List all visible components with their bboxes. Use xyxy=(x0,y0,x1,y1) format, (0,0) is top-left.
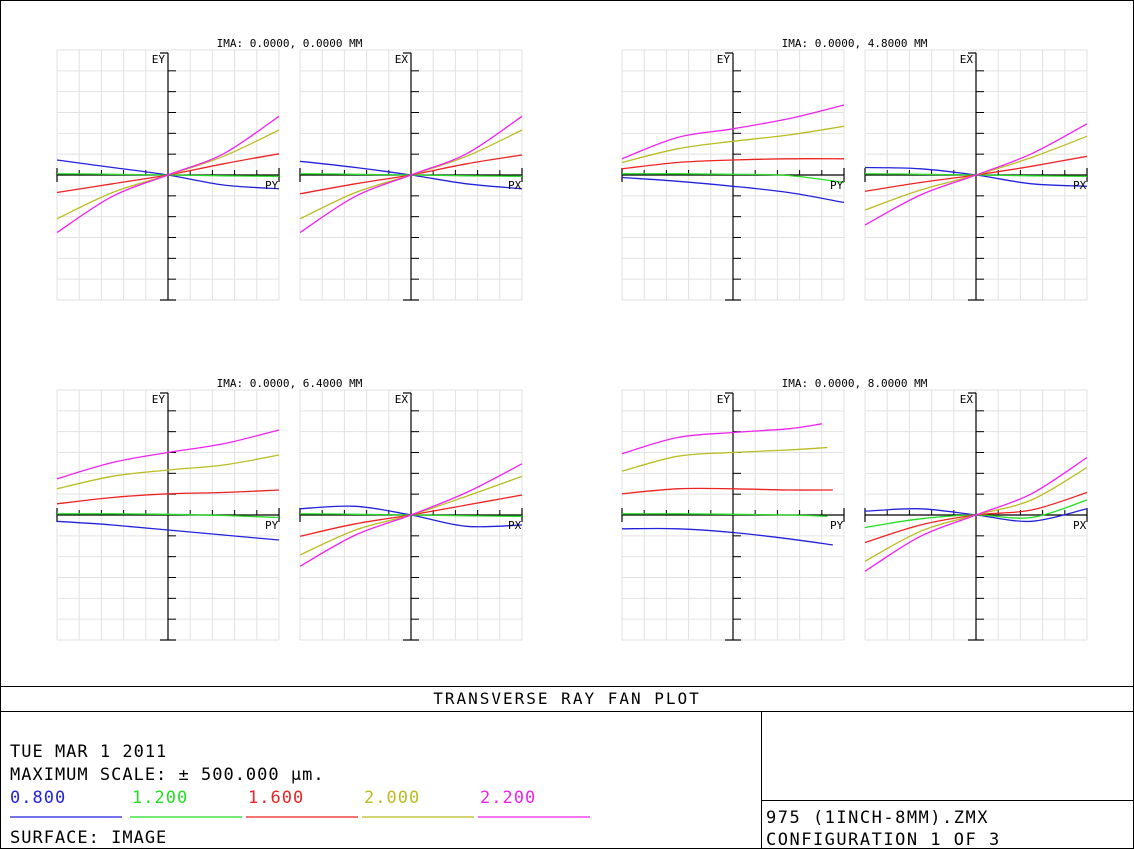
tangential-y-label: EY xyxy=(717,393,731,406)
tangential-series-2.000 xyxy=(622,448,827,472)
tangential-fan-panel: EY PY xyxy=(622,390,844,640)
tangential-y-label: EY xyxy=(152,393,166,406)
sagittal-x-label: PX xyxy=(508,519,522,532)
sagittal-fan-panel: EX PX xyxy=(865,50,1087,300)
wavelength-label: 1.200 xyxy=(132,788,188,808)
wavelength-label: 2.000 xyxy=(364,788,420,808)
tangential-x-label: PY xyxy=(265,179,279,192)
wavelength-label: 0.800 xyxy=(10,788,66,808)
sagittal-fan-panel: EX PX xyxy=(865,390,1087,640)
surface-label: SURFACE: IMAGE xyxy=(10,828,167,848)
maximum-scale: MAXIMUM SCALE: ± 500.000 µm. xyxy=(10,765,325,785)
tangential-x-label: PY xyxy=(830,519,844,532)
field-label: IMA: 0.0000, 4.8000 MM xyxy=(782,37,928,50)
wavelength-label: 1.600 xyxy=(248,788,304,808)
sagittal-x-label: PX xyxy=(1073,519,1087,532)
field-label: IMA: 0.0000, 6.4000 MM xyxy=(217,377,363,390)
sagittal-y-label: EX xyxy=(960,53,974,66)
wavelength-legend: 0.800 1.200 1.600 2.000 2.200 xyxy=(10,788,590,817)
sagittal-x-label: PX xyxy=(508,179,522,192)
tangential-x-label: PY xyxy=(265,519,279,532)
tangential-series-1.600 xyxy=(622,488,833,493)
file-name: 975 (1INCH-8MM).ZMX xyxy=(766,808,989,828)
tangential-fan-panel: EY PY xyxy=(622,50,844,300)
tangential-fan-panel: EY PY xyxy=(57,50,279,300)
sagittal-fan-panel: EX PX xyxy=(300,50,522,300)
field-plot-4: IMA: 0.0000, 8.0000 MM EY PY EX PX xyxy=(622,377,1087,640)
field-plot-3: IMA: 0.0000, 6.4000 MM EY PY EX PX xyxy=(57,377,522,640)
tangential-series-0.800 xyxy=(622,528,833,545)
sagittal-y-label: EX xyxy=(960,393,974,406)
tangential-x-label: PY xyxy=(830,179,844,192)
sagittal-y-label: EX xyxy=(395,393,409,406)
field-label: IMA: 0.0000, 8.0000 MM xyxy=(782,377,928,390)
sagittal-x-label: PX xyxy=(1073,179,1087,192)
wavelength-label: 2.200 xyxy=(480,788,536,808)
sagittal-y-label: EX xyxy=(395,53,409,66)
configuration-label: CONFIGURATION 1 OF 3 xyxy=(766,830,1001,849)
tangential-y-label: EY xyxy=(717,53,731,66)
plot-title: TRANSVERSE RAY FAN PLOT xyxy=(433,689,701,708)
tangential-y-label: EY xyxy=(152,53,166,66)
sagittal-fan-panel: EX PX xyxy=(300,390,522,640)
plot-date: TUE MAR 1 2011 xyxy=(10,742,167,762)
field-plot-2: IMA: 0.0000, 4.8000 MM EY PY EX PX xyxy=(622,37,1087,300)
field-plot-1: IMA: 0.0000, 0.0000 MM EY PY EX PX xyxy=(57,37,522,300)
field-label: IMA: 0.0000, 0.0000 MM xyxy=(217,37,363,50)
tangential-fan-panel: EY PY xyxy=(57,390,279,640)
